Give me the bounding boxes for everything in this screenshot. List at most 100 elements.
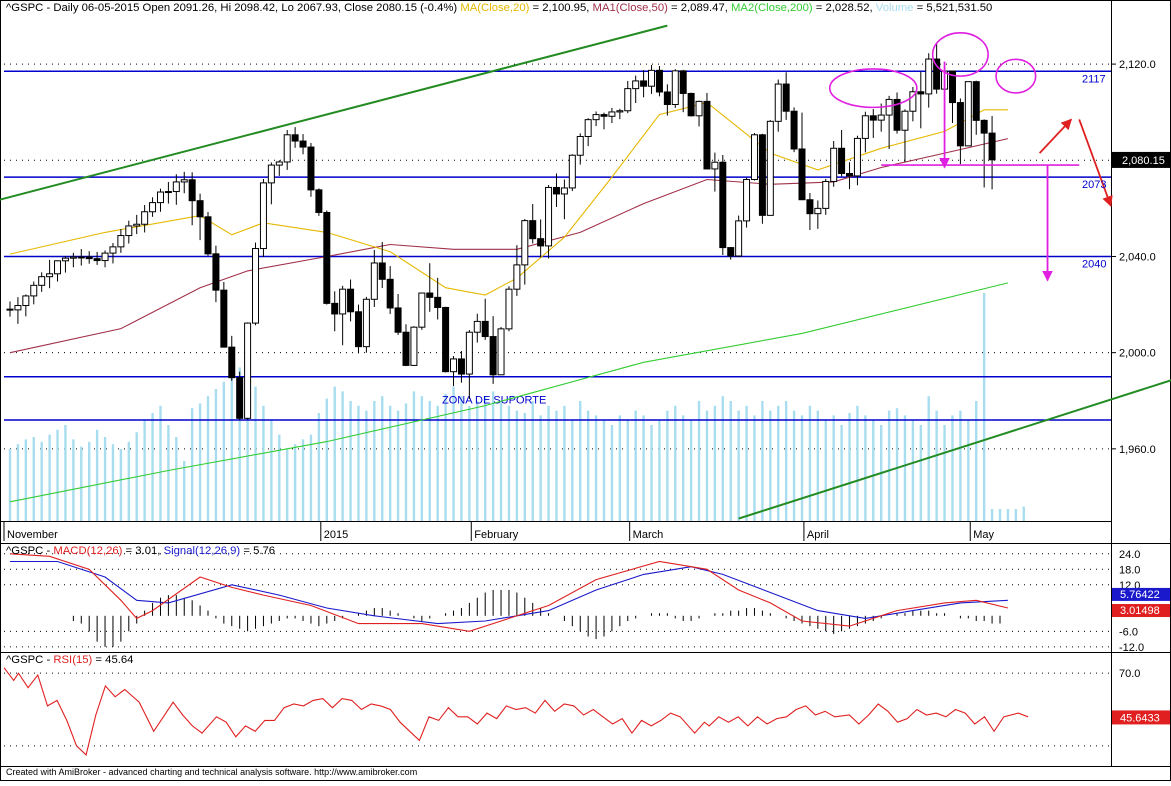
candle-body-up <box>624 88 632 112</box>
volume-bar <box>88 441 91 521</box>
candle-body-up <box>608 111 616 117</box>
pattern-circle <box>931 32 989 77</box>
candle-body-up <box>925 58 933 95</box>
candle-body-down <box>790 110 798 150</box>
volume-bar <box>333 386 336 521</box>
date-label: April <box>807 529 829 541</box>
candle <box>632 75 640 104</box>
candle <box>648 65 656 94</box>
volume-bar <box>856 405 859 521</box>
volume-bar <box>769 410 772 521</box>
candle-body-up <box>109 246 117 254</box>
footer-credit: Created with AmiBroker - advanced charti… <box>6 767 418 777</box>
candle-body-up <box>513 264 521 290</box>
candle-body-down <box>291 134 299 142</box>
price-panel: ZONA DE SUPORTE 2117 2073 2040 <box>0 24 1171 521</box>
volume-bar <box>159 405 162 521</box>
volume-bar <box>365 410 368 521</box>
volume-bar <box>499 401 503 521</box>
volume-bar <box>967 420 970 521</box>
volume-bar <box>697 401 701 521</box>
volume-bar <box>286 449 289 521</box>
candle <box>814 200 822 229</box>
volume-bar <box>943 425 946 521</box>
candle <box>450 356 458 387</box>
volume-label: Volume <box>875 2 914 14</box>
candle <box>244 322 252 420</box>
macd-tick-label: -12.0 <box>1119 642 1144 654</box>
candle <box>156 188 164 212</box>
candle <box>608 107 616 124</box>
volume-bar <box>808 405 812 521</box>
scenario-arrow <box>1078 119 1113 207</box>
volume-bar <box>555 410 558 521</box>
volume-bar <box>349 401 352 521</box>
candle-body-down <box>663 91 671 105</box>
candle-body-down <box>933 58 941 90</box>
volume-bar <box>238 367 241 521</box>
price-tick-label: 2,040.0 <box>1119 251 1156 263</box>
candle-body-down <box>6 308 14 311</box>
candle-body-down <box>893 98 901 131</box>
candle <box>457 350 465 383</box>
signal-value-box <box>1112 587 1170 601</box>
volume-bar <box>800 415 804 521</box>
candle <box>180 171 188 194</box>
candle <box>307 142 315 197</box>
candle-body-up <box>283 134 291 163</box>
candle-body-down <box>354 311 362 348</box>
candle <box>85 251 93 264</box>
candle <box>323 210 331 305</box>
candle-body-down <box>204 216 212 255</box>
candle <box>386 266 394 314</box>
volume-bar <box>539 415 542 521</box>
candle <box>560 179 568 220</box>
symbol-info: ^GSPC - Daily 06-05-2015 Open 2091.26, H… <box>6 2 458 14</box>
axes-layer: 2,120.02,080.02,040.02,000.01,960.02,080… <box>3 59 1170 725</box>
candle <box>220 281 228 348</box>
candle <box>711 152 719 192</box>
volume-bar <box>460 396 463 521</box>
scenario-arrow <box>1038 118 1073 154</box>
volume-bar <box>650 425 653 521</box>
candle <box>117 229 125 253</box>
candle <box>22 294 30 317</box>
candle <box>149 197 157 217</box>
volume-bar <box>278 434 281 521</box>
candle <box>6 301 14 317</box>
volume-bar <box>792 410 796 521</box>
candle-body-down <box>948 70 956 104</box>
volume-bar <box>1022 506 1025 521</box>
volume-bar <box>713 405 717 521</box>
date-label: November <box>7 529 58 541</box>
volume-bar <box>507 405 511 521</box>
candle <box>236 371 244 420</box>
candle <box>54 260 62 282</box>
candle-body-up <box>521 220 529 266</box>
volume-bar <box>412 391 416 521</box>
candle <box>988 116 996 190</box>
upper-trendline <box>0 24 668 201</box>
candle-body-down <box>378 262 386 280</box>
candle <box>370 249 378 307</box>
candle-body-down <box>93 258 101 262</box>
volume-bar <box>705 410 709 521</box>
ma200-line <box>9 282 1009 503</box>
candle-body-up <box>370 262 378 300</box>
volume-bar <box>1006 509 1010 521</box>
volume-bar <box>982 293 986 521</box>
ma20-line <box>9 102 1008 296</box>
candle-body-up <box>46 273 54 278</box>
volume-bar <box>547 405 550 521</box>
macd-value-box <box>1112 604 1170 618</box>
candle-body-up <box>141 211 149 225</box>
volume-bar <box>729 401 732 521</box>
candle-body-down <box>980 119 988 134</box>
candle <box>259 179 267 257</box>
volume-bar <box>270 420 273 521</box>
candle <box>196 193 204 241</box>
candle-body-up <box>465 331 473 375</box>
candle-body-down <box>640 80 648 87</box>
